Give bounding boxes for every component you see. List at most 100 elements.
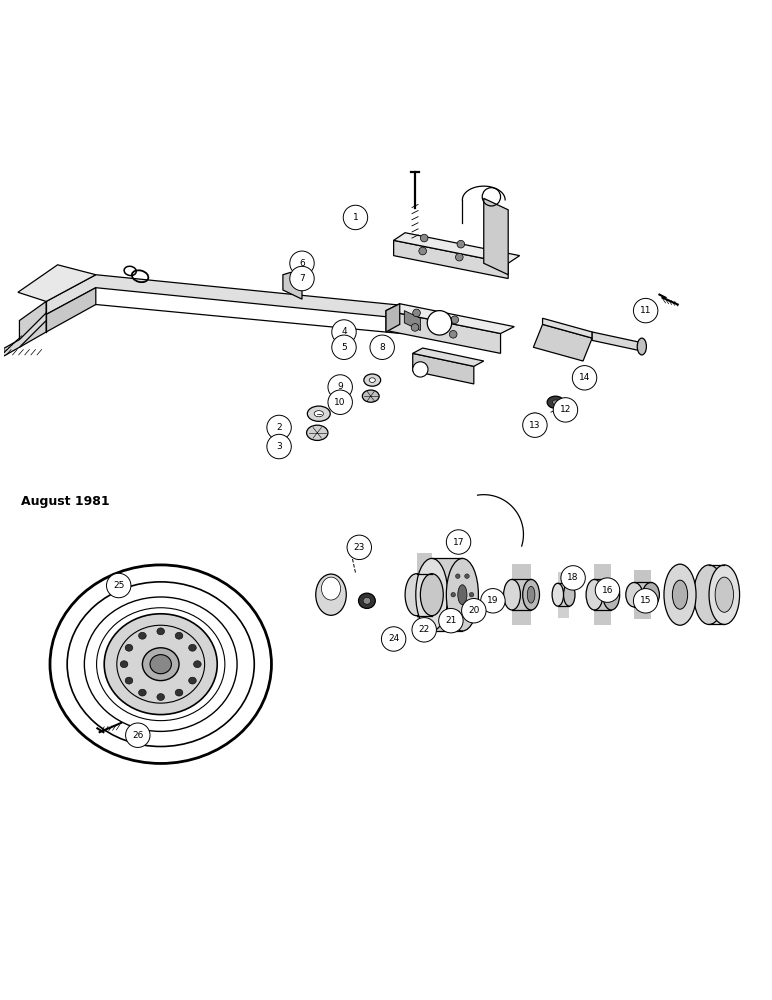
Text: 6: 6 — [299, 259, 305, 268]
Ellipse shape — [503, 579, 520, 610]
Text: 19: 19 — [487, 596, 499, 605]
Ellipse shape — [84, 597, 237, 731]
Text: 15: 15 — [640, 596, 652, 605]
Ellipse shape — [421, 574, 443, 616]
Ellipse shape — [586, 579, 603, 610]
Ellipse shape — [306, 425, 328, 440]
Ellipse shape — [175, 689, 183, 696]
Text: 1: 1 — [353, 213, 358, 222]
Text: 7: 7 — [299, 274, 305, 283]
Ellipse shape — [446, 558, 479, 631]
Polygon shape — [413, 348, 484, 366]
Ellipse shape — [709, 565, 740, 624]
Ellipse shape — [416, 558, 448, 631]
Circle shape — [421, 234, 428, 242]
Circle shape — [427, 311, 452, 335]
Circle shape — [523, 413, 547, 437]
Circle shape — [126, 723, 150, 747]
Ellipse shape — [564, 583, 575, 606]
Text: 20: 20 — [468, 606, 479, 615]
Ellipse shape — [157, 694, 164, 700]
Circle shape — [370, 335, 394, 359]
Polygon shape — [394, 233, 520, 263]
Text: 8: 8 — [379, 343, 385, 352]
Text: 25: 25 — [113, 581, 124, 590]
Ellipse shape — [527, 586, 535, 603]
Ellipse shape — [694, 565, 724, 624]
Circle shape — [332, 320, 356, 344]
Text: 4: 4 — [341, 327, 347, 336]
Polygon shape — [558, 572, 569, 618]
Circle shape — [572, 366, 597, 390]
Ellipse shape — [552, 583, 564, 606]
Polygon shape — [405, 311, 421, 330]
Text: 21: 21 — [445, 616, 456, 625]
Polygon shape — [709, 565, 724, 624]
Circle shape — [107, 573, 131, 598]
Circle shape — [595, 578, 620, 602]
Ellipse shape — [67, 582, 254, 747]
Polygon shape — [0, 313, 46, 358]
Polygon shape — [283, 272, 302, 299]
Circle shape — [561, 566, 585, 590]
Polygon shape — [386, 311, 500, 353]
Text: 10: 10 — [334, 398, 346, 407]
Ellipse shape — [547, 396, 564, 408]
Circle shape — [455, 253, 463, 261]
Text: 18: 18 — [567, 573, 579, 582]
Ellipse shape — [626, 582, 642, 607]
Text: 5: 5 — [341, 343, 347, 352]
Ellipse shape — [175, 632, 183, 639]
Ellipse shape — [157, 628, 164, 635]
Circle shape — [328, 390, 352, 414]
Circle shape — [332, 335, 356, 359]
Ellipse shape — [125, 644, 133, 651]
Ellipse shape — [369, 378, 375, 382]
Ellipse shape — [672, 580, 688, 609]
Circle shape — [446, 530, 471, 554]
Circle shape — [465, 574, 469, 578]
Circle shape — [634, 589, 658, 613]
Text: 11: 11 — [640, 306, 652, 315]
Circle shape — [419, 247, 426, 255]
Polygon shape — [432, 558, 462, 631]
Ellipse shape — [125, 677, 133, 684]
Ellipse shape — [321, 577, 340, 600]
Ellipse shape — [363, 597, 371, 604]
Circle shape — [451, 316, 459, 324]
Text: 17: 17 — [453, 538, 464, 547]
Ellipse shape — [405, 574, 428, 616]
Circle shape — [455, 611, 460, 616]
Polygon shape — [533, 324, 592, 361]
Text: 26: 26 — [132, 731, 144, 740]
Ellipse shape — [117, 625, 205, 703]
Circle shape — [328, 375, 352, 399]
Circle shape — [481, 589, 505, 613]
Ellipse shape — [150, 655, 171, 674]
Ellipse shape — [120, 661, 128, 668]
Polygon shape — [19, 301, 46, 347]
Polygon shape — [46, 288, 96, 332]
Circle shape — [451, 592, 455, 597]
Polygon shape — [46, 275, 401, 318]
Circle shape — [457, 240, 465, 248]
Circle shape — [267, 434, 291, 459]
Polygon shape — [543, 318, 592, 338]
Circle shape — [455, 574, 460, 578]
Text: 9: 9 — [337, 382, 343, 391]
Polygon shape — [401, 305, 424, 334]
Ellipse shape — [194, 661, 201, 668]
Polygon shape — [594, 564, 611, 625]
Ellipse shape — [458, 585, 467, 605]
Text: 3: 3 — [276, 442, 282, 451]
Ellipse shape — [364, 374, 381, 386]
Circle shape — [469, 592, 474, 597]
Text: August 1981: August 1981 — [21, 495, 110, 508]
Polygon shape — [386, 304, 514, 334]
Ellipse shape — [637, 338, 646, 355]
Text: 22: 22 — [418, 625, 430, 634]
Text: 13: 13 — [529, 421, 540, 430]
Circle shape — [438, 608, 463, 633]
Text: 24: 24 — [388, 634, 399, 643]
Text: 23: 23 — [354, 543, 365, 552]
